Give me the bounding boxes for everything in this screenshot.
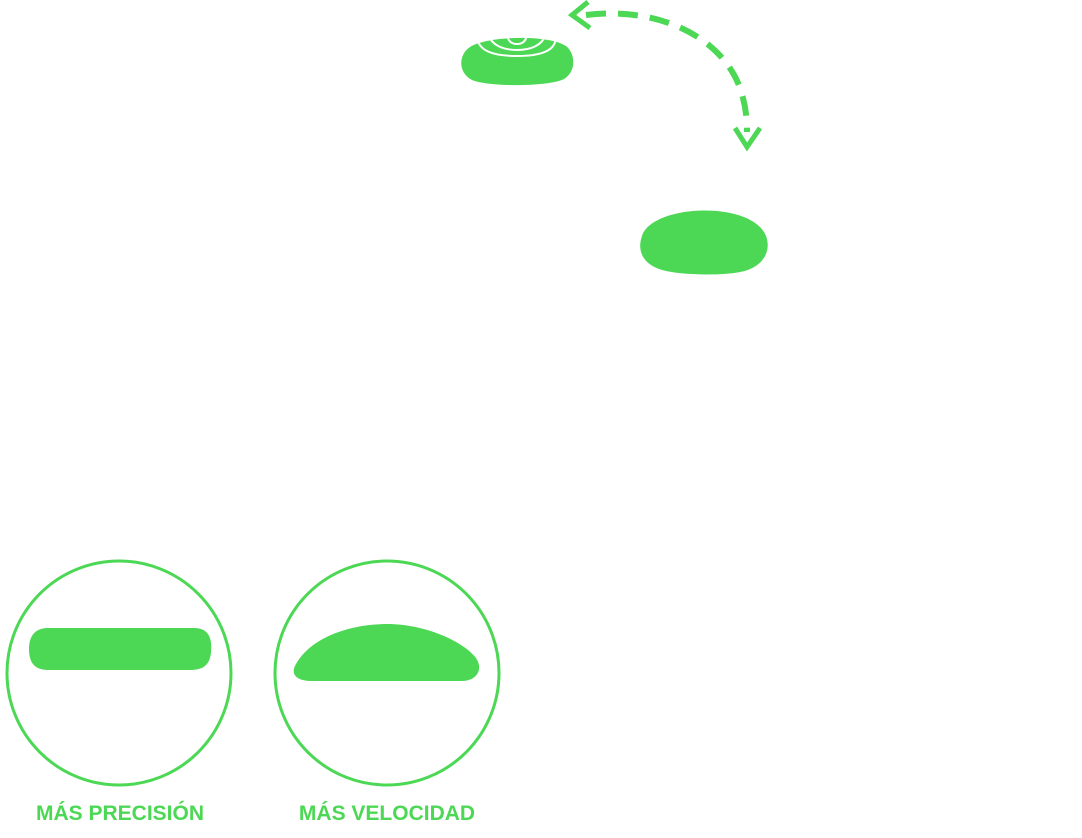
caption-more-speed: MÁS VELOCIDAD: [298, 802, 476, 825]
curved-dashed-double-arrow-icon: [567, 0, 763, 152]
top-pad-icon: [461, 35, 574, 86]
caption-more-precision: MÁS PRECISIÓN: [35, 802, 205, 825]
speed-profile-badge: [273, 559, 501, 787]
dome-pad-icon: [640, 210, 768, 275]
precision-profile-badge: [5, 559, 233, 787]
